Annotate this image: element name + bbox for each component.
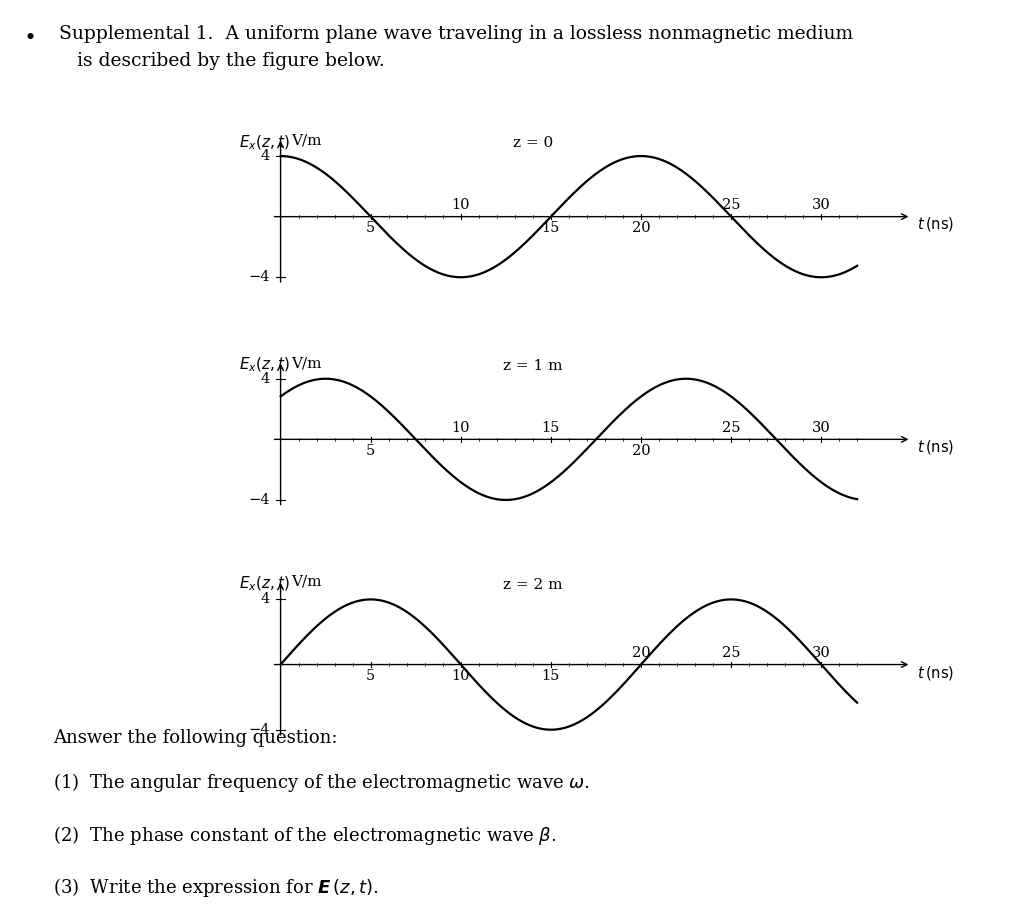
- Text: 10: 10: [452, 669, 470, 684]
- Text: $t\,\mathrm{(ns)}$: $t\,\mathrm{(ns)}$: [916, 215, 954, 234]
- Text: V/m: V/m: [292, 134, 322, 147]
- Text: z = 2 m: z = 2 m: [503, 578, 562, 593]
- Text: 15: 15: [542, 421, 560, 435]
- Text: 30: 30: [812, 421, 830, 435]
- Text: 5: 5: [366, 221, 376, 235]
- Text: 5: 5: [366, 669, 376, 684]
- Text: (2)  The phase constant of the electromagnetic wave $\beta$.: (2) The phase constant of the electromag…: [53, 824, 557, 846]
- Text: 30: 30: [812, 646, 830, 660]
- Text: 10: 10: [452, 198, 470, 213]
- Text: 20: 20: [632, 221, 650, 235]
- Text: $\bullet$: $\bullet$: [23, 27, 34, 46]
- Text: 4: 4: [260, 149, 269, 163]
- Text: 4: 4: [260, 593, 269, 606]
- Text: z = 1 m: z = 1 m: [503, 359, 562, 373]
- Text: 20: 20: [632, 444, 650, 457]
- Text: −4: −4: [248, 270, 269, 285]
- Text: 25: 25: [722, 421, 740, 435]
- Text: $t\,\mathrm{(ns)}$: $t\,\mathrm{(ns)}$: [916, 438, 954, 456]
- Text: (3)  Write the expression for $\boldsymbol{E}\,(z, t)$.: (3) Write the expression for $\boldsymbo…: [53, 876, 379, 899]
- Text: Supplemental 1.  A uniform plane wave traveling in a lossless nonmagnetic medium: Supplemental 1. A uniform plane wave tra…: [59, 25, 854, 70]
- Text: V/m: V/m: [292, 575, 322, 589]
- Text: −4: −4: [248, 493, 269, 507]
- Text: $E_x(z,t)$: $E_x(z,t)$: [240, 356, 290, 375]
- Text: $E_x(z,t)$: $E_x(z,t)$: [240, 575, 290, 594]
- Text: 15: 15: [542, 221, 560, 235]
- Text: Answer the following question:: Answer the following question:: [53, 729, 338, 747]
- Text: 4: 4: [260, 372, 269, 385]
- Text: z = 0: z = 0: [513, 136, 553, 150]
- Text: $t\,\mathrm{(ns)}$: $t\,\mathrm{(ns)}$: [916, 664, 954, 682]
- Text: V/m: V/m: [292, 356, 322, 370]
- Text: 15: 15: [542, 669, 560, 684]
- Text: 10: 10: [452, 421, 470, 435]
- Text: 5: 5: [366, 444, 376, 457]
- Text: (1)  The angular frequency of the electromagnetic wave $\omega$.: (1) The angular frequency of the electro…: [53, 771, 590, 794]
- Text: 30: 30: [812, 198, 830, 213]
- Text: −4: −4: [248, 723, 269, 736]
- Text: 25: 25: [722, 198, 740, 213]
- Text: $E_x(z,t)$: $E_x(z,t)$: [240, 134, 290, 152]
- Text: 25: 25: [722, 646, 740, 660]
- Text: 20: 20: [632, 646, 650, 660]
